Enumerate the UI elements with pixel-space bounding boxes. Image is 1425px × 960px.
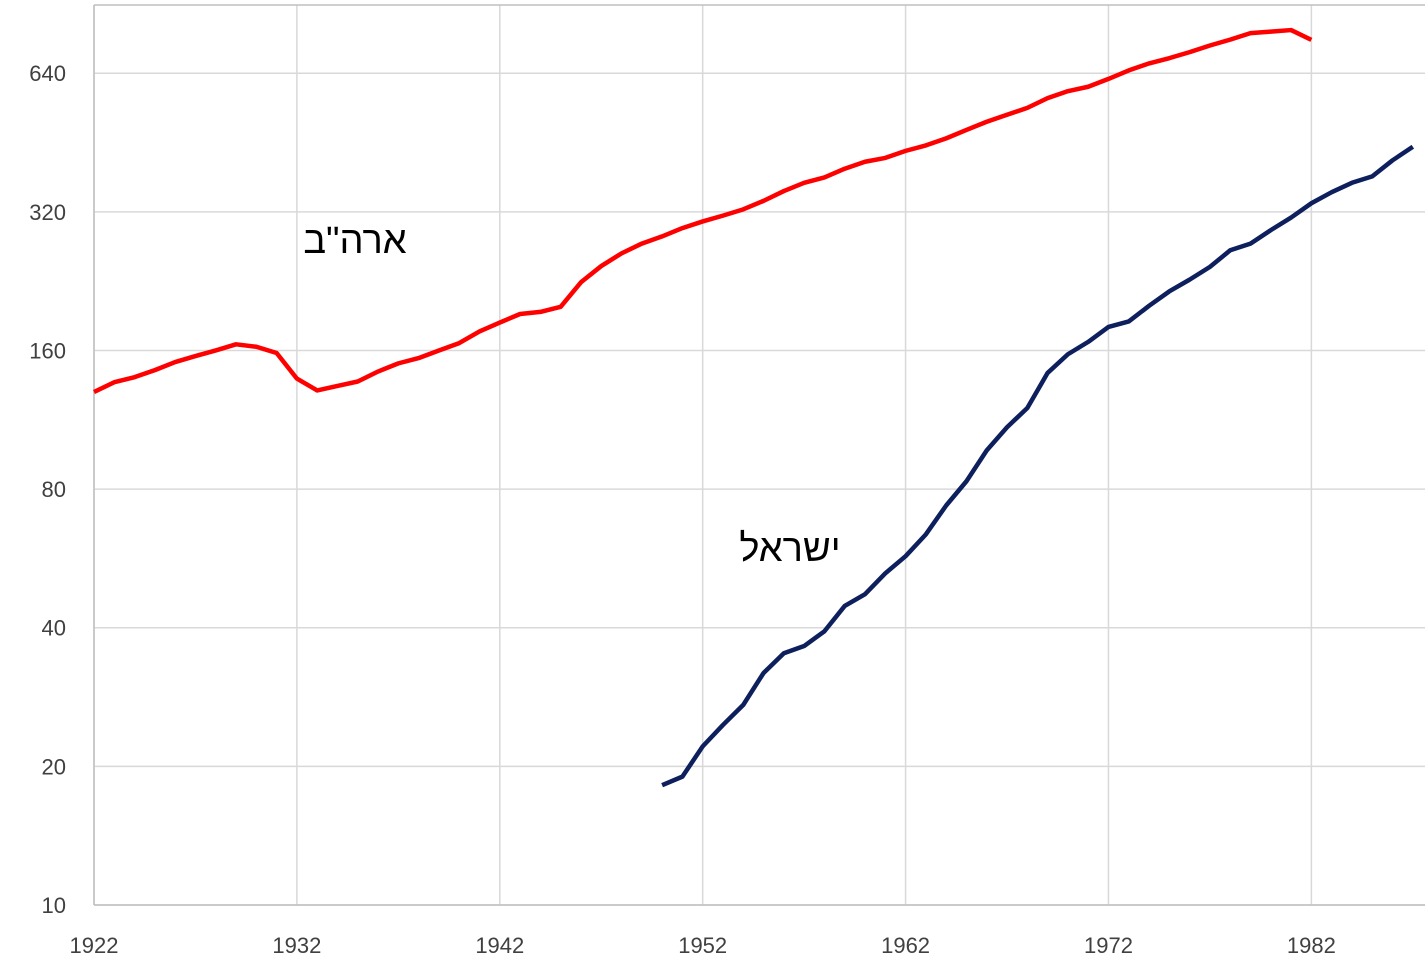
x-tick-label: 1962: [881, 933, 930, 958]
x-tick-label: 1922: [70, 933, 119, 958]
series-label: ארה"ב: [303, 220, 406, 262]
y-tick-label: 10: [42, 893, 66, 918]
grid: [93, 4, 1425, 906]
y-tick-label: 320: [29, 200, 66, 225]
x-tick-label: 1952: [678, 933, 727, 958]
series-line: [661, 144, 1415, 788]
series-label: ישראל: [739, 528, 840, 570]
x-tick-label: 1942: [475, 933, 524, 958]
y-tick-label: 160: [29, 338, 66, 363]
x-tick-label: 1982: [1287, 933, 1336, 958]
x-tick-label: 1972: [1084, 933, 1133, 958]
x-tick-label: 1932: [272, 933, 321, 958]
y-tick-label: 80: [42, 477, 66, 502]
y-tick-label: 40: [42, 616, 66, 641]
y-tick-label: 640: [29, 61, 66, 86]
y-tick-label: 20: [42, 754, 66, 779]
series-line: [93, 27, 1313, 395]
lines: [93, 27, 1415, 788]
